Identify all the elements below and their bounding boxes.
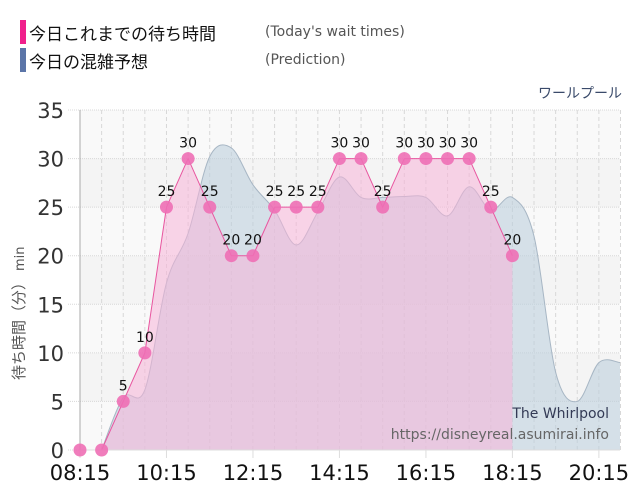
data-label: 5 — [119, 378, 128, 394]
data-label: 20 — [222, 233, 240, 249]
legend-today-jp: 今日これまでの待ち時間 — [29, 24, 216, 45]
data-label: 25 — [287, 184, 305, 200]
today-data-point[interactable] — [95, 443, 109, 457]
y-tick-label: 20 — [37, 245, 64, 269]
today-data-point[interactable] — [159, 200, 173, 214]
today-data-point[interactable] — [397, 152, 411, 166]
data-label: 25 — [266, 184, 284, 200]
data-label: 20 — [244, 233, 262, 249]
today-data-point[interactable] — [484, 200, 498, 214]
legend-swatch-today — [20, 20, 26, 44]
today-data-point[interactable] — [224, 249, 238, 263]
attraction-title: ワールプール — [538, 86, 622, 102]
y-tick-label: 30 — [37, 148, 64, 172]
today-data-point[interactable] — [268, 200, 282, 214]
legend-prediction: 今日の混雑予想 (Prediction) — [20, 48, 346, 73]
x-tick-label: 14:15 — [309, 461, 370, 485]
today-data-point[interactable] — [505, 249, 519, 263]
y-axis-unit: min — [13, 246, 28, 271]
data-label: 25 — [309, 184, 327, 200]
legend-prediction-jp: 今日の混雑予想 — [29, 52, 148, 73]
data-label: 25 — [374, 184, 392, 200]
y-tick-label: 25 — [37, 196, 64, 220]
x-tick-label: 12:15 — [223, 461, 284, 485]
y-tick-label: 5 — [51, 390, 64, 414]
data-label: 30 — [331, 136, 349, 152]
data-label: 25 — [158, 184, 176, 200]
y-tick-label: 10 — [37, 342, 64, 366]
x-tick-label: 08:15 — [50, 461, 111, 485]
today-data-point[interactable] — [116, 394, 130, 408]
axes: 08:15 10:15 12:15 14:15 16:15 18:15 20:15 — [50, 110, 629, 485]
data-label: 30 — [395, 136, 413, 152]
x-tick-label: 10:15 — [136, 461, 197, 485]
x-tick-label: 18:15 — [482, 461, 543, 485]
plot-band — [80, 110, 620, 159]
y-axis-label-jp: 待ち時間（分） — [10, 274, 28, 380]
data-label: 25 — [201, 184, 219, 200]
today-data-point[interactable] — [246, 249, 260, 263]
today-data-point[interactable] — [73, 443, 87, 457]
data-label: 30 — [179, 136, 197, 152]
today-data-point[interactable] — [376, 200, 390, 214]
x-tick-label: 16:15 — [396, 461, 457, 485]
today-data-point[interactable] — [332, 152, 346, 166]
today-data-point[interactable] — [441, 152, 455, 166]
today-data-point[interactable] — [289, 200, 303, 214]
credit-name: The Whirlpool — [512, 406, 609, 422]
today-fill — [80, 158, 513, 451]
y-tick-label: 35 — [37, 99, 64, 123]
data-label: 25 — [482, 184, 500, 200]
today-data-point[interactable] — [311, 200, 325, 214]
y-tick-label: 15 — [37, 293, 64, 317]
data-label: 30 — [439, 136, 457, 152]
data-label: 30 — [460, 136, 478, 152]
today-data-point[interactable] — [462, 152, 476, 166]
today-data-point[interactable] — [138, 346, 152, 360]
today-data-point[interactable] — [354, 152, 368, 166]
today-data-point[interactable] — [203, 200, 217, 214]
legend-today-en: (Today's wait times) — [265, 24, 405, 40]
y-axis-label: 待ち時間（分） min — [8, 246, 29, 380]
today-data-point[interactable] — [419, 152, 433, 166]
legend-today: 今日これまでの待ち時間 (Today's wait times) — [20, 20, 405, 45]
data-label: 30 — [352, 136, 370, 152]
y-tick-label: 0 — [51, 439, 64, 463]
legend-prediction-en: (Prediction) — [265, 52, 346, 68]
data-label: 20 — [503, 233, 521, 249]
legend-swatch-prediction — [20, 48, 26, 72]
today-data-point[interactable] — [181, 152, 195, 166]
credit-url: https://disneyreal.asumirai.info — [390, 427, 609, 443]
data-label: 10 — [136, 330, 154, 346]
x-tick-label: 20:15 — [569, 461, 630, 485]
data-label: 30 — [417, 136, 435, 152]
